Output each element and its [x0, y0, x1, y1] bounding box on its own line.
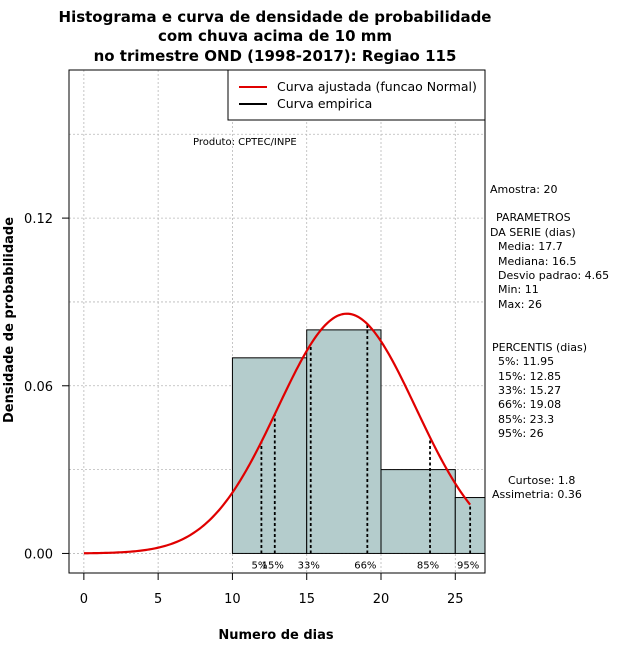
- x-tick-label-2: 10: [224, 592, 241, 607]
- normal-fit-curve: [83, 312, 472, 555]
- y-axis: 0.00 0.06 0.12: [24, 212, 70, 562]
- pct-5: 5%: 11.95: [498, 355, 554, 368]
- chart-title-line-1: Histograma e curva de densidade de proba…: [59, 8, 492, 26]
- x-tick-label-5: 25: [447, 592, 464, 607]
- chart-title-line-3: no trimestre OND (1998-2017): Regiao 115: [94, 47, 457, 65]
- y-tick-label-2: 0.12: [24, 212, 53, 227]
- y-tick-label-0: 0.00: [24, 547, 53, 562]
- params-title-1: PARAMETROS: [496, 211, 571, 224]
- stat-min: Min: 11: [498, 283, 539, 296]
- legend-box: [227, 69, 486, 121]
- stat-sd: Desvio padrao: 4.65: [498, 269, 609, 282]
- y-axis-label: Densidade de probabilidade: [2, 217, 17, 423]
- percentile-lines: 5%15% 33% 66% 85% 95%: [251, 324, 479, 571]
- percentile-label-1: 15%: [262, 560, 284, 571]
- pct-66: 66%: 19.08: [498, 398, 561, 411]
- pct-15: 15%: 12.85: [498, 370, 561, 383]
- histogram-bar-1: [306, 329, 382, 554]
- histogram-bar-2: [380, 469, 456, 554]
- percentile-label-0: 5%: [251, 560, 267, 571]
- product-annotation: Produto: CPTEC/INPE: [193, 137, 297, 148]
- x-axis: 0 5 10 15 20 25: [80, 572, 464, 607]
- percentile-label-3: 66%: [354, 560, 376, 571]
- params-title-2: DA SERIE (dias): [490, 226, 576, 239]
- legend: Curva ajustada (funcao Normal) Curva emp…: [227, 69, 486, 121]
- x-tick-label-3: 15: [298, 592, 315, 607]
- stat-kurtosis: Curtose: 1.8: [508, 474, 575, 487]
- x-tick-label-0: 0: [80, 592, 88, 607]
- pct-33: 33%: 15.27: [498, 384, 561, 397]
- histogram-bar-0: [231, 357, 308, 554]
- histogram-bars: [231, 329, 486, 554]
- chart-title-line-2: com chuva acima de 10 mm: [158, 27, 392, 45]
- pct-85: 85%: 23.3: [498, 413, 554, 426]
- percentis-title: PERCENTIS (dias): [492, 341, 587, 354]
- percentile-label-2: 33%: [298, 560, 320, 571]
- y-tick-label-1: 0.06: [24, 380, 53, 395]
- legend-empirical-label: Curva empirica: [277, 96, 372, 111]
- x-tick-label-4: 20: [373, 592, 390, 607]
- legend-fit-label: Curva ajustada (funcao Normal): [277, 79, 477, 94]
- stat-mean: Media: 17.7: [498, 240, 563, 253]
- stats-side-panel: Amostra: 20 PARAMETROS DA SERIE (dias) M…: [490, 183, 609, 501]
- x-tick-label-1: 5: [154, 592, 162, 607]
- stat-median: Mediana: 16.5: [498, 255, 576, 268]
- percentile-label-5: 95%: [457, 560, 479, 571]
- pct-95: 95%: 26: [498, 427, 544, 440]
- sample-size: Amostra: 20: [490, 183, 557, 196]
- x-axis-label: Numero de dias: [218, 628, 334, 643]
- stat-max: Max: 26: [498, 298, 542, 311]
- percentile-label-4: 85%: [417, 560, 439, 571]
- stat-skewness: Assimetria: 0.36: [492, 488, 582, 501]
